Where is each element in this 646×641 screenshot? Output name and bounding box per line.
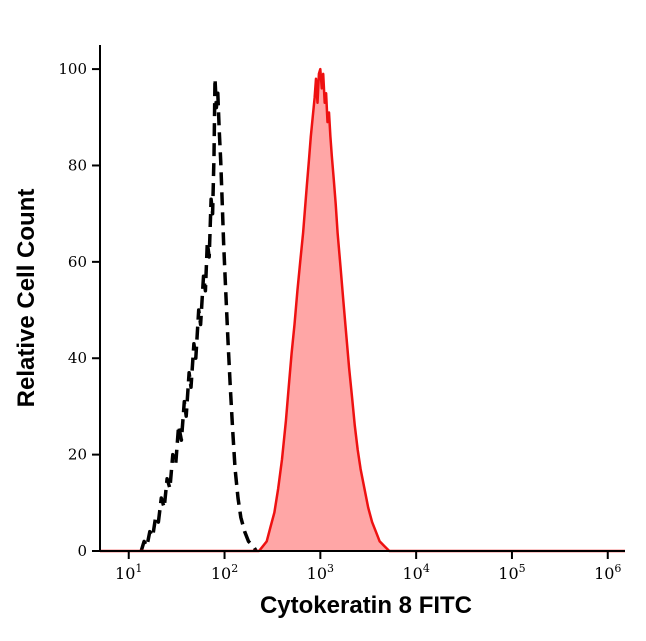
y-tick-label: 100: [58, 60, 87, 78]
control-curve: [139, 76, 258, 552]
y-tick-label: 80: [68, 156, 87, 174]
x-axis-title: Cytokeratin 8 FITC: [259, 592, 473, 619]
x-tick-label: 101: [115, 562, 142, 583]
x-tick-label: 104: [402, 562, 429, 583]
sample-curve: [100, 67, 625, 553]
y-tick-label: 0: [77, 542, 87, 560]
y-tick-label: 40: [68, 349, 87, 367]
y-tick-label: 20: [68, 446, 87, 464]
y-axis-title: Relative Cell Count: [13, 188, 40, 408]
x-tick-label: 106: [594, 562, 621, 583]
x-tick-label: 103: [307, 562, 334, 583]
y-tick-label: 60: [68, 253, 87, 271]
x-tick-label: 102: [211, 562, 238, 583]
x-tick-label: 105: [498, 562, 525, 583]
